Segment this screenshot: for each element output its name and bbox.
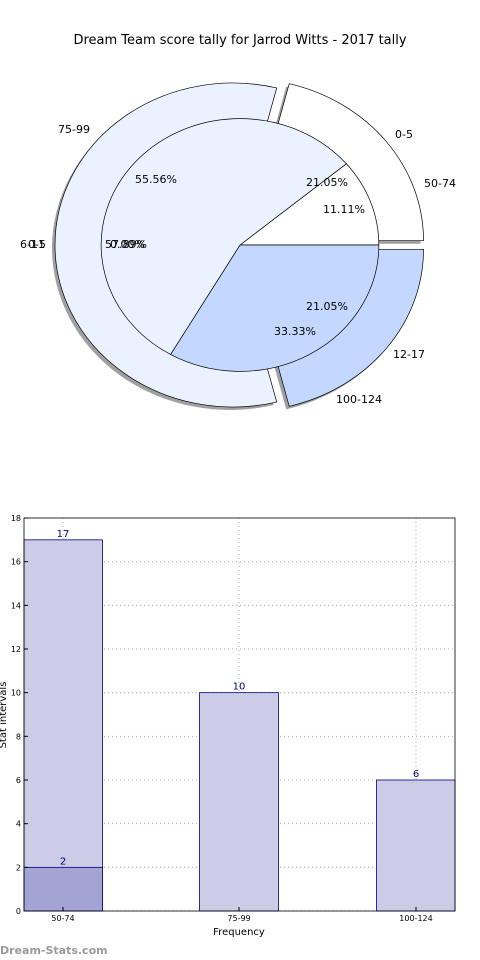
pie-inner-pct-100-124: 33.33% [274, 325, 316, 338]
pie-label-0-5-overlap: 0-5 [28, 238, 46, 251]
bar-75-99-s0 [199, 692, 279, 912]
y-tick-label: 6 [16, 776, 21, 785]
pie-inner-pct-0-5: 0.00% [110, 238, 145, 251]
bar-value-label: 6 [413, 769, 419, 780]
bar-axes: 0 2 4 6 8 10 12 14 16 18 50-74 75-99 100-124 [11, 514, 456, 923]
pie-label-100-124: 100-124 [336, 393, 382, 406]
x-tick-label: 75-99 [227, 914, 250, 923]
pie-inner-slice-75-99 [100, 118, 347, 355]
pie-label-0-5: 0-5 [395, 128, 413, 141]
pie-inner-pct-75-99: 55.56% [135, 173, 177, 186]
x-tick-label: 100-124 [399, 914, 432, 923]
y-tick-label: 10 [11, 689, 21, 698]
bar-50-74-s0 [23, 539, 103, 912]
pie-slices [54, 82, 424, 408]
pie-inner-slice-50-74 [238, 163, 380, 246]
pie-label-6-11: 6-11 [20, 238, 45, 251]
pie-pct-12-17: 21.05% [306, 300, 348, 313]
pie-label-50-74: 50-74 [424, 177, 456, 190]
watermark: Dream-Stats.com [0, 944, 108, 957]
pie-title: Dream Team score tally for Jarrod Witts … [73, 33, 406, 48]
bar-100-124-s0 [376, 779, 456, 912]
bar-value-label: 2 [60, 856, 66, 867]
pie-pct-50-74: 21.05% [306, 176, 348, 189]
bar-50-74-s1 [23, 866, 103, 912]
y-tick-label: 4 [16, 820, 21, 829]
y-tick-label: 8 [16, 732, 21, 741]
y-tick-label: 14 [11, 601, 21, 610]
y-tick-label: 16 [11, 558, 21, 567]
pie-inner-pct-50-74: 11.11% [323, 203, 365, 216]
plot-frame [23, 517, 456, 912]
y-tick-label: 0 [16, 907, 21, 916]
bar-marks: 17 10 6 2 [23, 529, 456, 912]
pie-label-12-17: 12-17 [393, 348, 425, 361]
y-tick-label: 2 [16, 863, 21, 872]
bar-value-label: 17 [57, 529, 70, 540]
pie-chart: Dream Team score tally for Jarrod Witts … [20, 33, 456, 410]
x-tick-label: 50-74 [51, 914, 74, 923]
pie-label-75-99: 75-99 [58, 123, 90, 136]
pie-pct-6-11: 57.89% [105, 238, 147, 251]
y-tick-label: 18 [11, 514, 21, 523]
y-axis-label: Stat intervals [0, 682, 9, 749]
bar-value-label: 10 [233, 682, 246, 693]
y-tick-label: 12 [11, 645, 21, 654]
pie-inner-slice-100-124 [170, 244, 380, 372]
x-axis-label: Frequency [213, 927, 265, 938]
pie-labels: 0-5 50-74 12-17 100-124 6-11 75-99 0-5 21.05% 21… [20, 123, 456, 406]
